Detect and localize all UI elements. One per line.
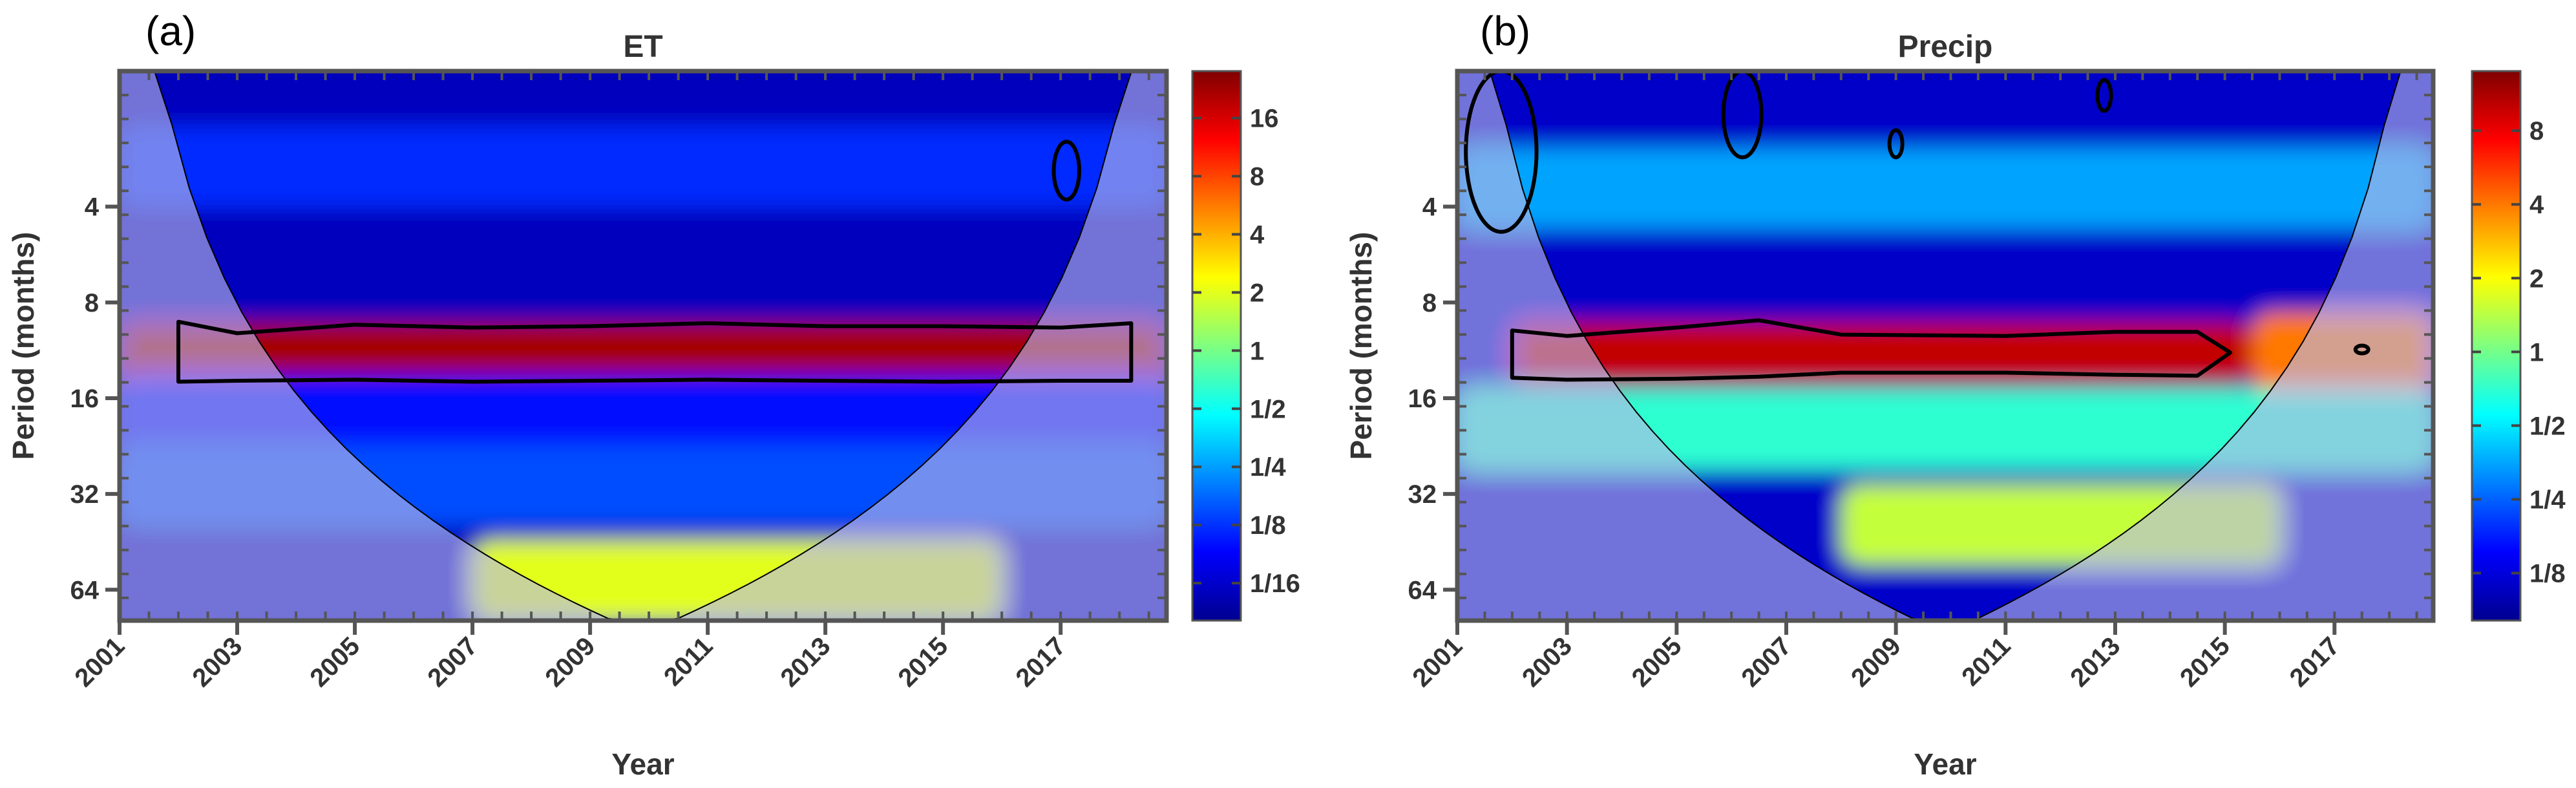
power-band-3 bbox=[120, 126, 1167, 208]
panel-b-minor-ticks bbox=[1456, 70, 2433, 621]
x-tick-label: 2011 bbox=[1956, 632, 2016, 691]
panel-b-xlabel: Year bbox=[1914, 747, 1976, 781]
power-band-1 bbox=[1512, 321, 2253, 383]
y-tick-label: 32 bbox=[70, 480, 100, 509]
panel-b: (b) Precip 2001 2003 2005 2007 2009 2011 2013 2… bbox=[1344, 8, 2566, 781]
y-tick-label: 8 bbox=[1422, 289, 1437, 317]
panel-b-ylabel: Period (months) bbox=[1344, 232, 1378, 460]
power-band-2 bbox=[120, 374, 1167, 455]
colorbar-tick-label: 1/8 bbox=[1250, 511, 1286, 540]
x-tick-label: 2015 bbox=[2175, 632, 2235, 692]
y-tick-label: 4 bbox=[85, 193, 100, 222]
power-band-1 bbox=[120, 321, 1167, 383]
panel-b-colorbar-ticks: 8 4 2 1 1/2 1/4 1/8 bbox=[2472, 117, 2566, 588]
x-tick-label: 2007 bbox=[422, 632, 483, 692]
power-band-3 bbox=[1457, 389, 2433, 469]
significance-contour-2 bbox=[1051, 140, 1081, 202]
y-tick-label: 16 bbox=[70, 385, 100, 413]
x-tick-label: 2001 bbox=[1407, 632, 1468, 692]
significance-contour-5 bbox=[2095, 78, 2113, 113]
significance-contour-6 bbox=[2353, 343, 2370, 356]
colorbar-tick-label: 1/2 bbox=[2529, 412, 2566, 440]
panel-b-colorbar: 8 4 2 1 1/2 1/4 1/8 bbox=[2471, 70, 2566, 622]
panel-b-axes-box bbox=[1455, 69, 2436, 623]
colorbar-tick-label: 1 bbox=[2529, 338, 2544, 367]
y-tick-label: 64 bbox=[1408, 576, 1437, 604]
colorbar-tick-label: 4 bbox=[2529, 191, 2544, 219]
y-tick-label: 8 bbox=[85, 289, 99, 317]
panel-a: (a) ET 2001 2003 2005 2007 2009 2011 2013 2015 2… bbox=[6, 8, 1300, 781]
colorbar-tick-label: 2 bbox=[2529, 264, 2544, 293]
panel-b-y-axis: 4 8 16 32 64 bbox=[1408, 193, 1457, 604]
x-tick-label: 2017 bbox=[1011, 632, 1072, 692]
panel-a-x-axis: 2001 2003 2005 2007 2009 2011 2013 2015 2017 bbox=[69, 621, 1072, 692]
panel-b-colorbar-gradient bbox=[2471, 70, 2522, 622]
significance-contour-1 bbox=[176, 319, 1134, 384]
colorbar-tick-label: 1/2 bbox=[1250, 395, 1286, 423]
colorbar-tick-label: 8 bbox=[2529, 117, 2544, 145]
panel-a-title: ET bbox=[623, 30, 662, 64]
colorbar-tick-label: 8 bbox=[1250, 163, 1264, 191]
colorbar-tick-label: 16 bbox=[1250, 105, 1279, 133]
panel-a-significance-contours bbox=[176, 140, 1134, 384]
y-tick-label: 64 bbox=[70, 576, 100, 604]
x-tick-label: 2017 bbox=[2285, 632, 2345, 692]
y-tick-label: 32 bbox=[1408, 480, 1437, 509]
panel-a-xlabel: Year bbox=[611, 747, 674, 781]
panel-a-colorbar-ticks: 16 8 4 2 1 1/2 1/4 1/8 1/16 bbox=[1192, 105, 1300, 598]
y-tick-label: 4 bbox=[1422, 193, 1437, 222]
x-tick-label: 2007 bbox=[1736, 632, 1797, 692]
panel-a-ylabel: Period (months) bbox=[6, 232, 40, 460]
panel-a-minor-ticks bbox=[118, 70, 1167, 621]
panel-a-y-axis: 4 8 16 32 64 bbox=[70, 193, 120, 604]
x-tick-label: 2001 bbox=[69, 632, 130, 692]
panel-b-title: Precip bbox=[1898, 30, 1993, 64]
colorbar-tick-label: 2 bbox=[1250, 279, 1264, 307]
x-tick-label: 2015 bbox=[892, 632, 953, 692]
colorbar-tick-label: 1/8 bbox=[2529, 560, 2566, 588]
x-tick-label: 2005 bbox=[304, 632, 365, 692]
colorbar-tick-label: 1/4 bbox=[1250, 453, 1286, 482]
panel-b-x-axis: 2001 2003 2005 2007 2009 2011 2013 2015 2017 bbox=[1407, 621, 2345, 692]
colorbar-tick-label: 1/16 bbox=[1250, 570, 1300, 598]
panel-a-axes-box bbox=[117, 69, 1169, 623]
y-tick-label: 16 bbox=[1408, 385, 1437, 413]
colorbar-tick-label: 4 bbox=[1250, 220, 1265, 249]
panel-a-colorbar-gradient bbox=[1191, 70, 1242, 622]
x-tick-label: 2013 bbox=[775, 632, 836, 692]
colorbar-tick-label: 1/4 bbox=[2529, 485, 2566, 514]
panel-a-letter: (a) bbox=[145, 8, 196, 54]
x-tick-label: 2009 bbox=[540, 632, 600, 692]
power-band-4 bbox=[1457, 147, 2433, 229]
x-tick-label: 2003 bbox=[187, 632, 248, 692]
x-tick-label: 2013 bbox=[2065, 632, 2126, 692]
x-tick-label: 2005 bbox=[1627, 632, 1687, 692]
x-tick-label: 2011 bbox=[659, 632, 718, 691]
significance-contour-4 bbox=[1887, 128, 1905, 160]
x-tick-label: 2009 bbox=[1846, 632, 1906, 692]
significance-contour-1 bbox=[1510, 318, 2233, 382]
x-tick-label: 2003 bbox=[1517, 632, 1578, 692]
colorbar-tick-label: 1 bbox=[1250, 337, 1264, 365]
panel-b-letter: (b) bbox=[1480, 8, 1530, 54]
panel-a-colorbar: 16 8 4 2 1 1/2 1/4 1/8 1/16 bbox=[1191, 70, 1300, 622]
